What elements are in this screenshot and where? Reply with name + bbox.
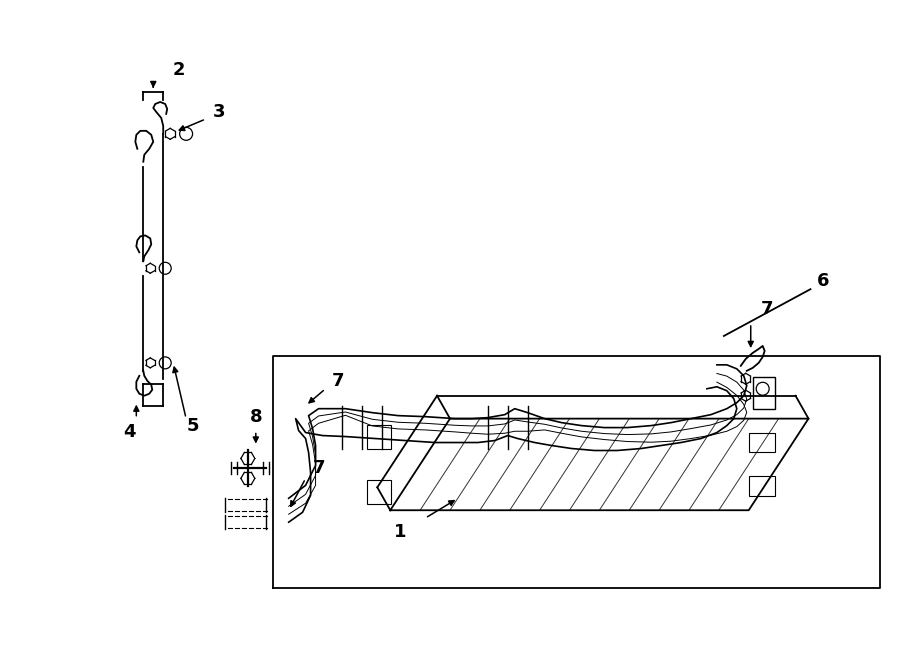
Bar [752,377,775,408]
Text: 7: 7 [332,371,345,390]
Text: 8: 8 [249,408,262,426]
Text: 2: 2 [173,61,185,79]
Text: 6: 6 [817,272,830,290]
Text: 3: 3 [212,103,225,121]
Text: 5: 5 [187,416,199,434]
Text: 4: 4 [123,422,136,441]
Text: 7: 7 [760,300,773,318]
Text: 1: 1 [394,523,407,541]
Text: 7: 7 [312,459,325,477]
